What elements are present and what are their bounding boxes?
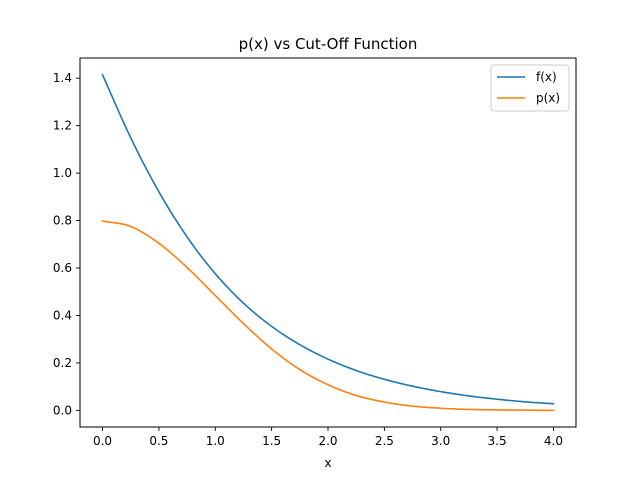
plot-area-frame [79, 57, 577, 428]
legend: f(x) p(x) [490, 64, 570, 112]
y-tick-label: 0.0 [53, 403, 72, 417]
x-tick-label: 0.0 [93, 434, 112, 448]
y-tick-label: 1.2 [53, 119, 72, 133]
x-tick-label: 3.0 [431, 434, 450, 448]
ticks-layer: 0.0 0.5 1.0 1.5 2.0 2.5 3.0 3.5 4.0 0.0 0.2 0.4 0.6 0… [53, 71, 563, 448]
y-tick-label: 0.6 [53, 261, 72, 275]
y-tick-label: 0.4 [53, 308, 72, 322]
x-tick-label: 2.5 [375, 434, 394, 448]
x-tick-label: 0.5 [149, 434, 168, 448]
chart-title: p(x) vs Cut-Off Function [239, 35, 418, 53]
legend-label-1: p(x) [536, 91, 560, 105]
y-tick-label: 0.8 [53, 214, 72, 228]
x-axis-label: x [324, 456, 331, 470]
y-tick-label: 1.4 [53, 71, 72, 85]
x-tick-label: 1.5 [262, 434, 281, 448]
legend-label-0: f(x) [536, 70, 557, 84]
series-line-0 [101, 73, 555, 405]
x-tick-label: 2.0 [318, 434, 337, 448]
x-tick-label: 1.0 [206, 434, 225, 448]
y-tick-label: 1.0 [53, 166, 72, 180]
series-line-1 [101, 220, 555, 412]
x-tick-label: 4.0 [544, 434, 563, 448]
x-tick-label: 3.5 [488, 434, 507, 448]
y-tick-label: 0.2 [53, 356, 72, 370]
series-layer [101, 73, 555, 412]
